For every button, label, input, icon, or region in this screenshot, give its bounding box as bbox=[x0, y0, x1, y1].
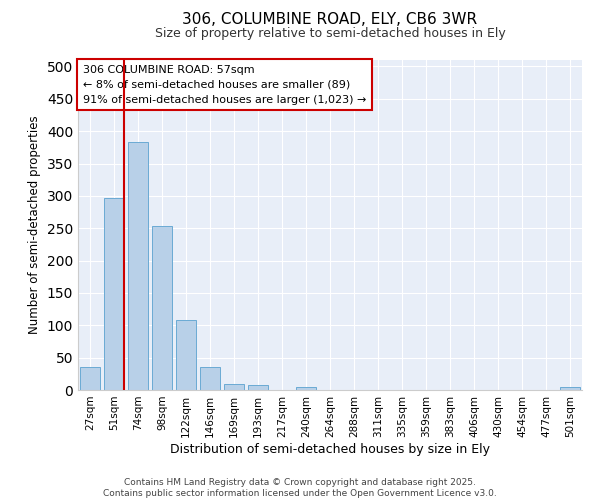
Bar bbox=[200, 368, 220, 390]
Bar bbox=[128, 142, 148, 390]
Bar bbox=[224, 384, 244, 390]
Text: Size of property relative to semi-detached houses in Ely: Size of property relative to semi-detach… bbox=[155, 28, 505, 40]
Text: 306 COLUMBINE ROAD: 57sqm
← 8% of semi-detached houses are smaller (89)
91% of s: 306 COLUMBINE ROAD: 57sqm ← 8% of semi-d… bbox=[83, 65, 367, 104]
Bar bbox=[296, 388, 316, 390]
Y-axis label: Number of semi-detached properties: Number of semi-detached properties bbox=[28, 116, 41, 334]
Bar bbox=[176, 320, 196, 390]
Bar bbox=[152, 226, 172, 390]
Bar bbox=[104, 198, 124, 390]
Bar bbox=[560, 388, 580, 390]
Bar bbox=[80, 368, 100, 390]
X-axis label: Distribution of semi-detached houses by size in Ely: Distribution of semi-detached houses by … bbox=[170, 442, 490, 456]
Text: 306, COLUMBINE ROAD, ELY, CB6 3WR: 306, COLUMBINE ROAD, ELY, CB6 3WR bbox=[182, 12, 478, 28]
Bar bbox=[248, 386, 268, 390]
Text: Contains HM Land Registry data © Crown copyright and database right 2025.
Contai: Contains HM Land Registry data © Crown c… bbox=[103, 478, 497, 498]
